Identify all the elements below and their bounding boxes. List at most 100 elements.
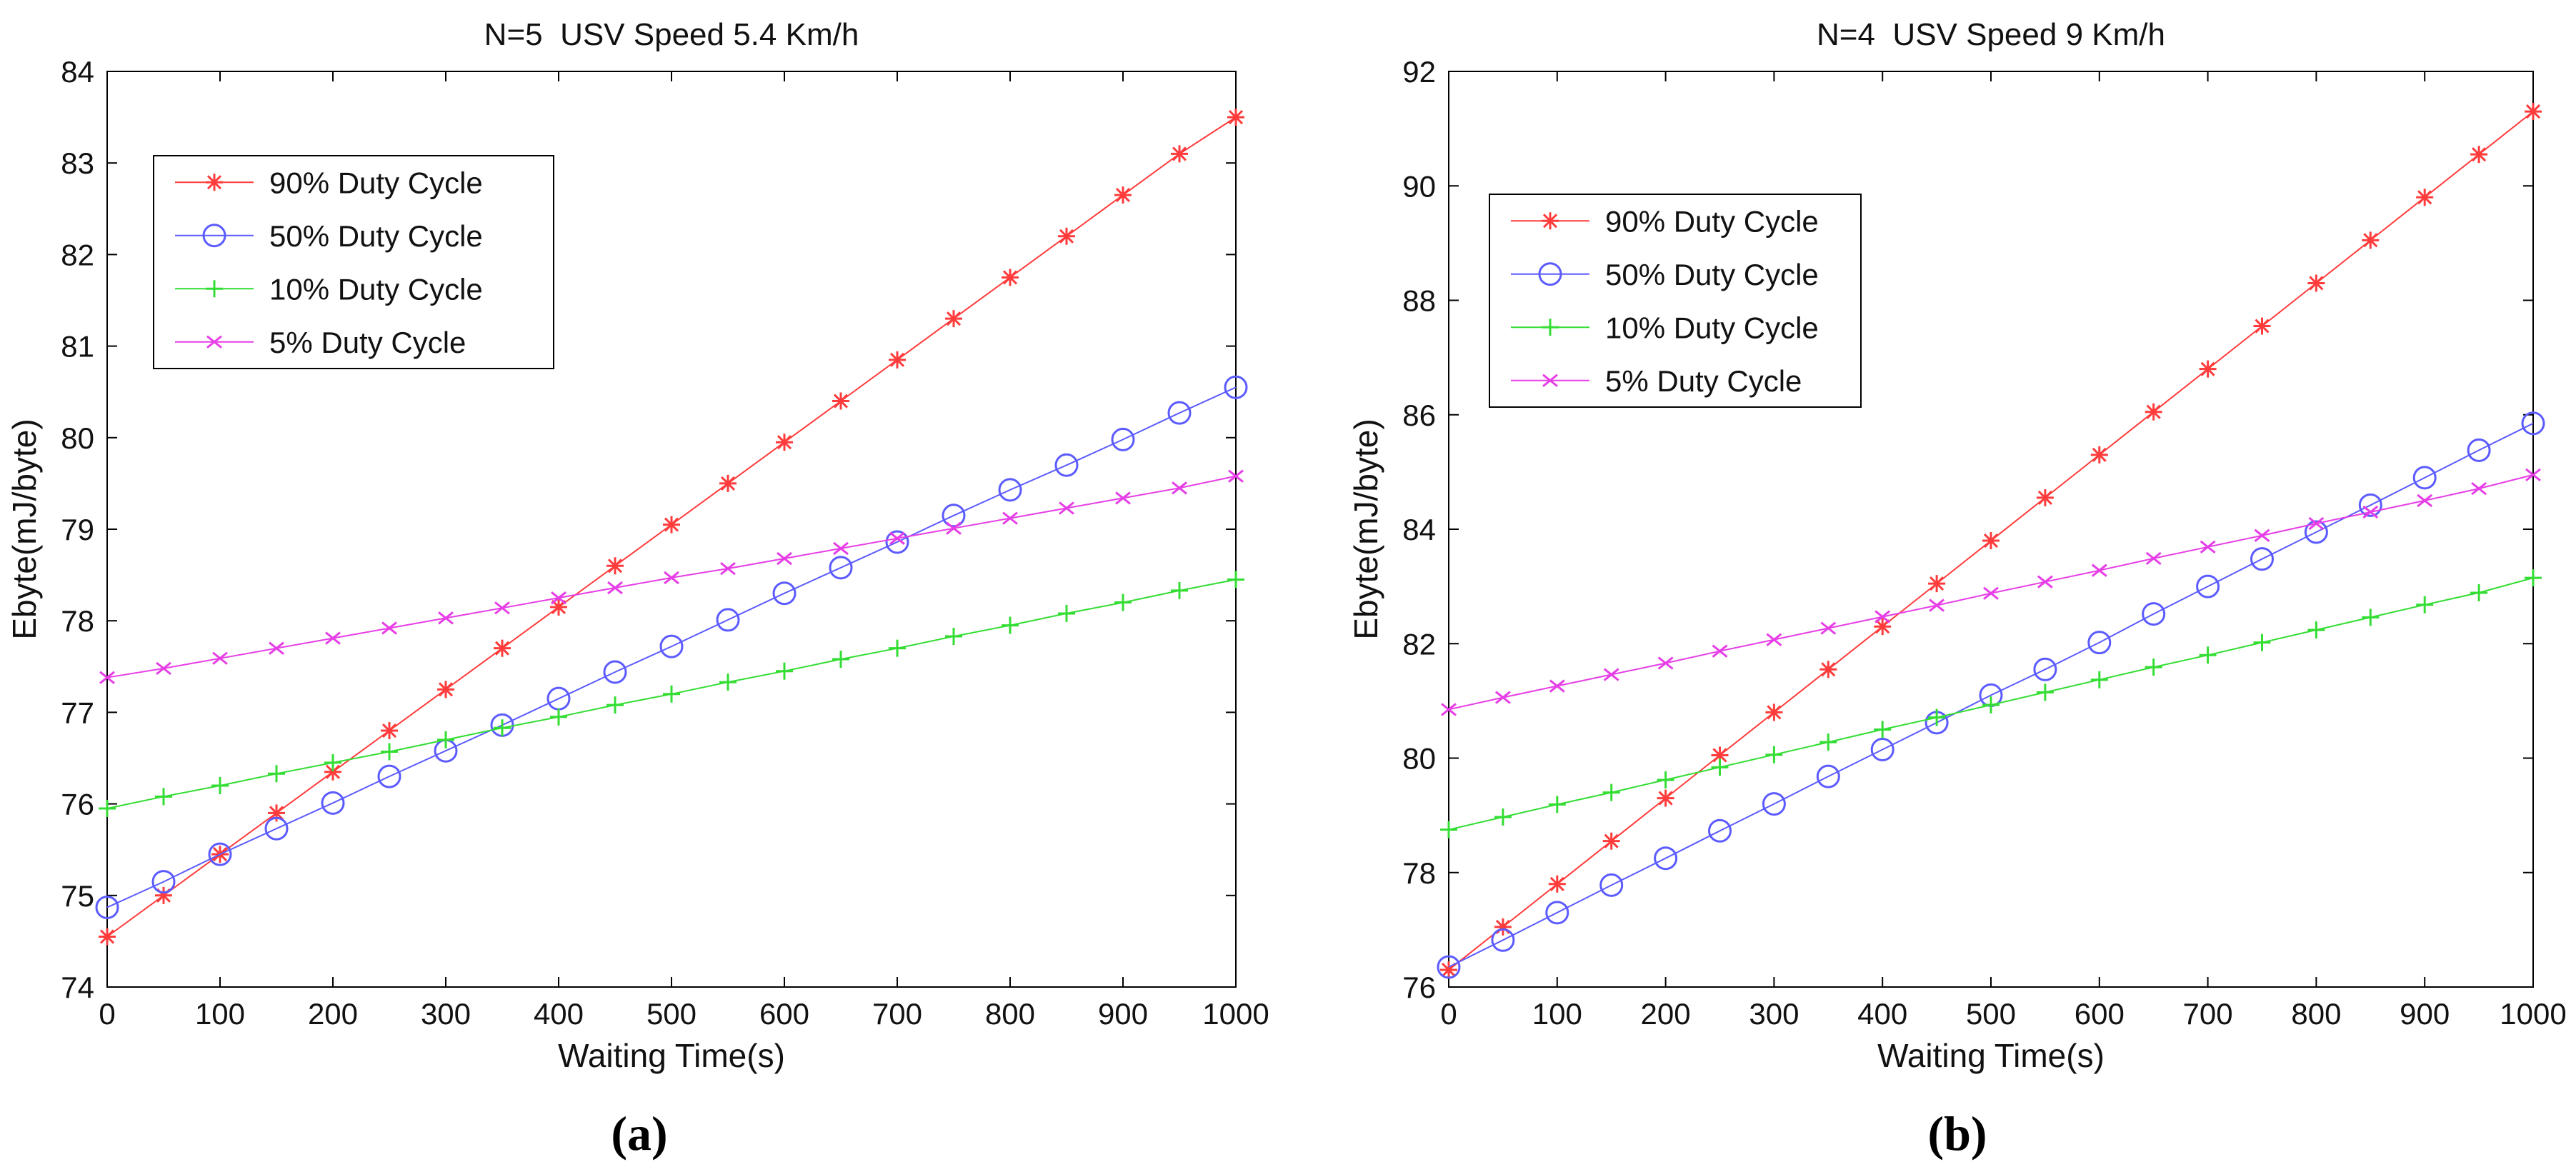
data-point (155, 788, 172, 806)
data-point (1657, 656, 1674, 670)
data-point (1437, 955, 1461, 979)
x-tick-label: 800 (2291, 997, 2341, 1031)
y-axis-label: Ebyte(mJ/byte) (6, 419, 43, 639)
data-point-shape (1224, 375, 1248, 399)
data-point (1058, 604, 1075, 622)
data-point (324, 753, 341, 771)
data-point-stroke (1929, 576, 1945, 591)
data-point-shape (1437, 955, 1461, 979)
data-point-shape (2250, 547, 2274, 571)
data-point-stroke (1874, 610, 1891, 623)
data-point-stroke (2363, 233, 2378, 248)
data-point (719, 673, 737, 691)
chart-title: N=5 USV Speed 5.4 Km/h (484, 17, 859, 52)
data-point (777, 551, 792, 566)
data-point-stroke (1983, 533, 1999, 549)
y-tick-label: 82 (1402, 627, 1436, 661)
data-point (663, 685, 680, 703)
data-point (2036, 489, 2054, 506)
data-point (2307, 274, 2325, 292)
data-point-stroke (720, 476, 736, 491)
x-tick-label: 0 (1440, 997, 1457, 1031)
data-point (494, 601, 510, 615)
series-line (106, 386, 1237, 908)
data-point (1603, 668, 1619, 681)
data-point (1171, 145, 1188, 163)
data-point-shape (2467, 438, 2491, 462)
data-point-stroke (1002, 511, 1018, 525)
data-point (1708, 818, 1732, 843)
data-point-shape (1111, 427, 1135, 451)
data-point-stroke (99, 929, 115, 944)
data-point (1058, 227, 1075, 245)
data-point-shape (264, 816, 289, 841)
panel-label: (a) (611, 1106, 667, 1161)
data-point (1820, 621, 1837, 635)
data-point (264, 816, 289, 841)
data-point (2470, 146, 2488, 164)
data-point-stroke (1002, 270, 1018, 285)
data-point (2200, 540, 2216, 554)
legend-swatch-marker-shape (1538, 262, 1562, 286)
data-point (606, 696, 624, 714)
legend-swatch-marker-stroke (1542, 214, 1558, 229)
data-point-stroke (551, 599, 566, 615)
data-point (942, 504, 966, 528)
legend-entry-label: 50% Duty Cycle (1605, 258, 1819, 291)
legend-entry-label: 5% Duty Cycle (269, 326, 466, 359)
data-point (998, 478, 1022, 502)
data-point-stroke (438, 611, 454, 625)
legend-entry-label: 90% Duty Cycle (269, 166, 483, 199)
legend-swatch-marker-stroke (206, 175, 222, 190)
x-tick-label: 200 (308, 997, 358, 1031)
data-point (1712, 644, 1728, 658)
x-tick-label: 0 (99, 997, 115, 1031)
legend-swatch-marker (206, 335, 222, 349)
data-point-shape (998, 478, 1022, 502)
data-point (381, 621, 397, 635)
data-point (2253, 317, 2271, 335)
data-point-shape (1054, 453, 1079, 477)
data-point (1874, 610, 1891, 623)
data-point-stroke (2091, 564, 2107, 577)
data-point (99, 928, 116, 946)
data-point-stroke (1929, 598, 1945, 612)
data-point (2199, 360, 2217, 378)
data-point-stroke (2254, 529, 2270, 542)
data-point-stroke (946, 311, 962, 326)
data-point (1548, 796, 1566, 813)
data-point-shape (885, 530, 909, 554)
data-point-stroke (2145, 551, 2162, 566)
data-point-shape (1762, 792, 1786, 816)
legend-entry-label: 50% Duty Cycle (269, 219, 483, 253)
x-tick-label: 1000 (1202, 997, 1269, 1031)
data-point (2471, 481, 2487, 496)
data-point-stroke (2417, 494, 2433, 508)
data-point-stroke (2525, 468, 2541, 482)
data-point (1114, 186, 1132, 204)
data-point-stroke (212, 651, 228, 665)
data-point-stroke (1983, 586, 1999, 600)
data-point (1765, 703, 1783, 721)
data-point (494, 639, 511, 657)
data-point (1494, 691, 1511, 704)
data-point-stroke (1115, 188, 1131, 203)
x-axis-label: Waiting Time(s) (1877, 1037, 2105, 1074)
data-point (1114, 593, 1132, 611)
data-point-shape (208, 842, 232, 866)
data-point (603, 660, 627, 684)
data-point (2525, 103, 2542, 121)
legend: 90% Duty Cycle 50% Duty Cycle 10% Duty Cyc… (153, 155, 554, 369)
y-tick-label: 79 (61, 513, 94, 546)
data-point (1929, 598, 1945, 612)
data-point (2145, 658, 2162, 676)
data-point (716, 608, 740, 632)
data-point (1227, 109, 1244, 126)
data-point (1548, 875, 1566, 893)
data-point (2254, 529, 2270, 542)
data-point-stroke (2525, 104, 2541, 119)
data-point (2145, 403, 2162, 421)
data-point (1654, 846, 1678, 871)
data-point (1982, 532, 2000, 550)
data-point-stroke (777, 435, 792, 450)
